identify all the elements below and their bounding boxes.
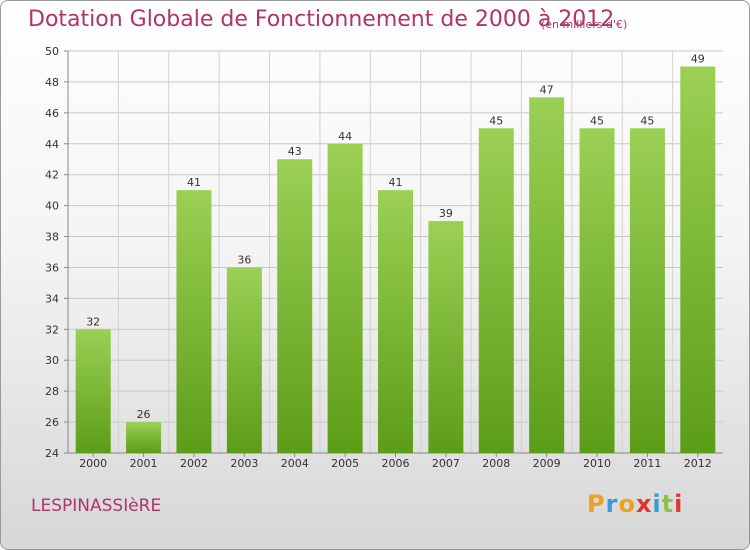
chart-title: Dotation Globale de Fonctionnement de 20… xyxy=(28,7,615,32)
y-tick-label: 26 xyxy=(45,416,59,429)
y-tick-label: 42 xyxy=(45,169,59,182)
x-tick-label-2007: 2007 xyxy=(432,457,460,470)
data-label-2010: 45 xyxy=(590,114,604,127)
x-tick-label-2012: 2012 xyxy=(684,457,712,470)
x-tick-label-2010: 2010 xyxy=(583,457,611,470)
data-label-2012: 49 xyxy=(691,52,705,65)
bar-2001 xyxy=(126,422,162,453)
bars xyxy=(75,66,716,454)
data-label-2011: 45 xyxy=(640,114,654,127)
x-tick-label-2011: 2011 xyxy=(633,457,661,470)
logo-letter: P xyxy=(587,490,606,518)
bar-2007 xyxy=(428,221,464,453)
data-label-2004: 43 xyxy=(288,145,302,158)
data-label-2009: 47 xyxy=(540,83,554,96)
data-label-2005: 44 xyxy=(338,130,352,143)
y-tick-label: 38 xyxy=(45,231,59,244)
proxiti-logo[interactable]: Proxiti xyxy=(587,490,683,518)
x-tick-label-2005: 2005 xyxy=(331,457,359,470)
x-tick-label-2008: 2008 xyxy=(482,457,510,470)
bar-2002 xyxy=(176,190,212,453)
bar-2012 xyxy=(680,66,716,453)
y-tick-label: 32 xyxy=(45,323,59,336)
y-tick-label: 48 xyxy=(45,76,59,89)
x-tick-label-2001: 2001 xyxy=(130,457,158,470)
bar-2004 xyxy=(277,159,313,453)
x-tick-label-2003: 2003 xyxy=(230,457,258,470)
x-tick-label-2004: 2004 xyxy=(281,457,309,470)
data-label-2001: 26 xyxy=(137,408,151,421)
y-tick-label: 44 xyxy=(45,138,59,151)
bar-2003 xyxy=(226,267,262,453)
x-tick-label-2009: 2009 xyxy=(533,457,561,470)
data-label-2000: 32 xyxy=(86,315,100,328)
chart-subtitle: (en milliers d'€) xyxy=(541,18,628,31)
bar-2006 xyxy=(378,190,413,453)
y-tick-label: 24 xyxy=(45,447,59,460)
bar-2010 xyxy=(579,128,615,454)
logo-letter: i xyxy=(652,490,662,518)
y-tick-label: 36 xyxy=(45,261,59,274)
bar-2009 xyxy=(529,97,565,453)
y-tick-label: 40 xyxy=(45,200,59,213)
y-tick-label: 28 xyxy=(45,385,59,398)
commune-name: LESPINASSIèRE xyxy=(31,496,162,516)
logo-letter: i xyxy=(674,490,684,518)
y-tick-label: 30 xyxy=(45,354,59,367)
logo-letter: o xyxy=(618,490,636,518)
data-label-2008: 45 xyxy=(489,114,503,127)
y-tick-label: 50 xyxy=(45,45,59,58)
logo-letter: x xyxy=(635,490,653,518)
bar-2008 xyxy=(478,128,514,454)
x-tick-label-2002: 2002 xyxy=(180,457,208,470)
y-tick-label: 34 xyxy=(45,292,59,305)
logo-letter: t xyxy=(661,490,675,518)
y-tick-label: 46 xyxy=(45,107,59,120)
data-label-2003: 36 xyxy=(237,253,251,266)
data-label-2002: 41 xyxy=(187,176,201,189)
data-label-2006: 41 xyxy=(389,176,403,189)
data-labels: 32 26 41 36 43 44 41 39 45 47 45 45 49 xyxy=(86,52,705,421)
x-tick-label-2000: 2000 xyxy=(79,457,107,470)
logo-letter: r xyxy=(605,490,619,518)
bar-2005 xyxy=(327,143,363,453)
bar-2011 xyxy=(629,128,665,454)
bar-2000 xyxy=(75,329,111,453)
x-tick-label-2006: 2006 xyxy=(382,457,410,470)
data-label-2007: 39 xyxy=(439,207,453,220)
